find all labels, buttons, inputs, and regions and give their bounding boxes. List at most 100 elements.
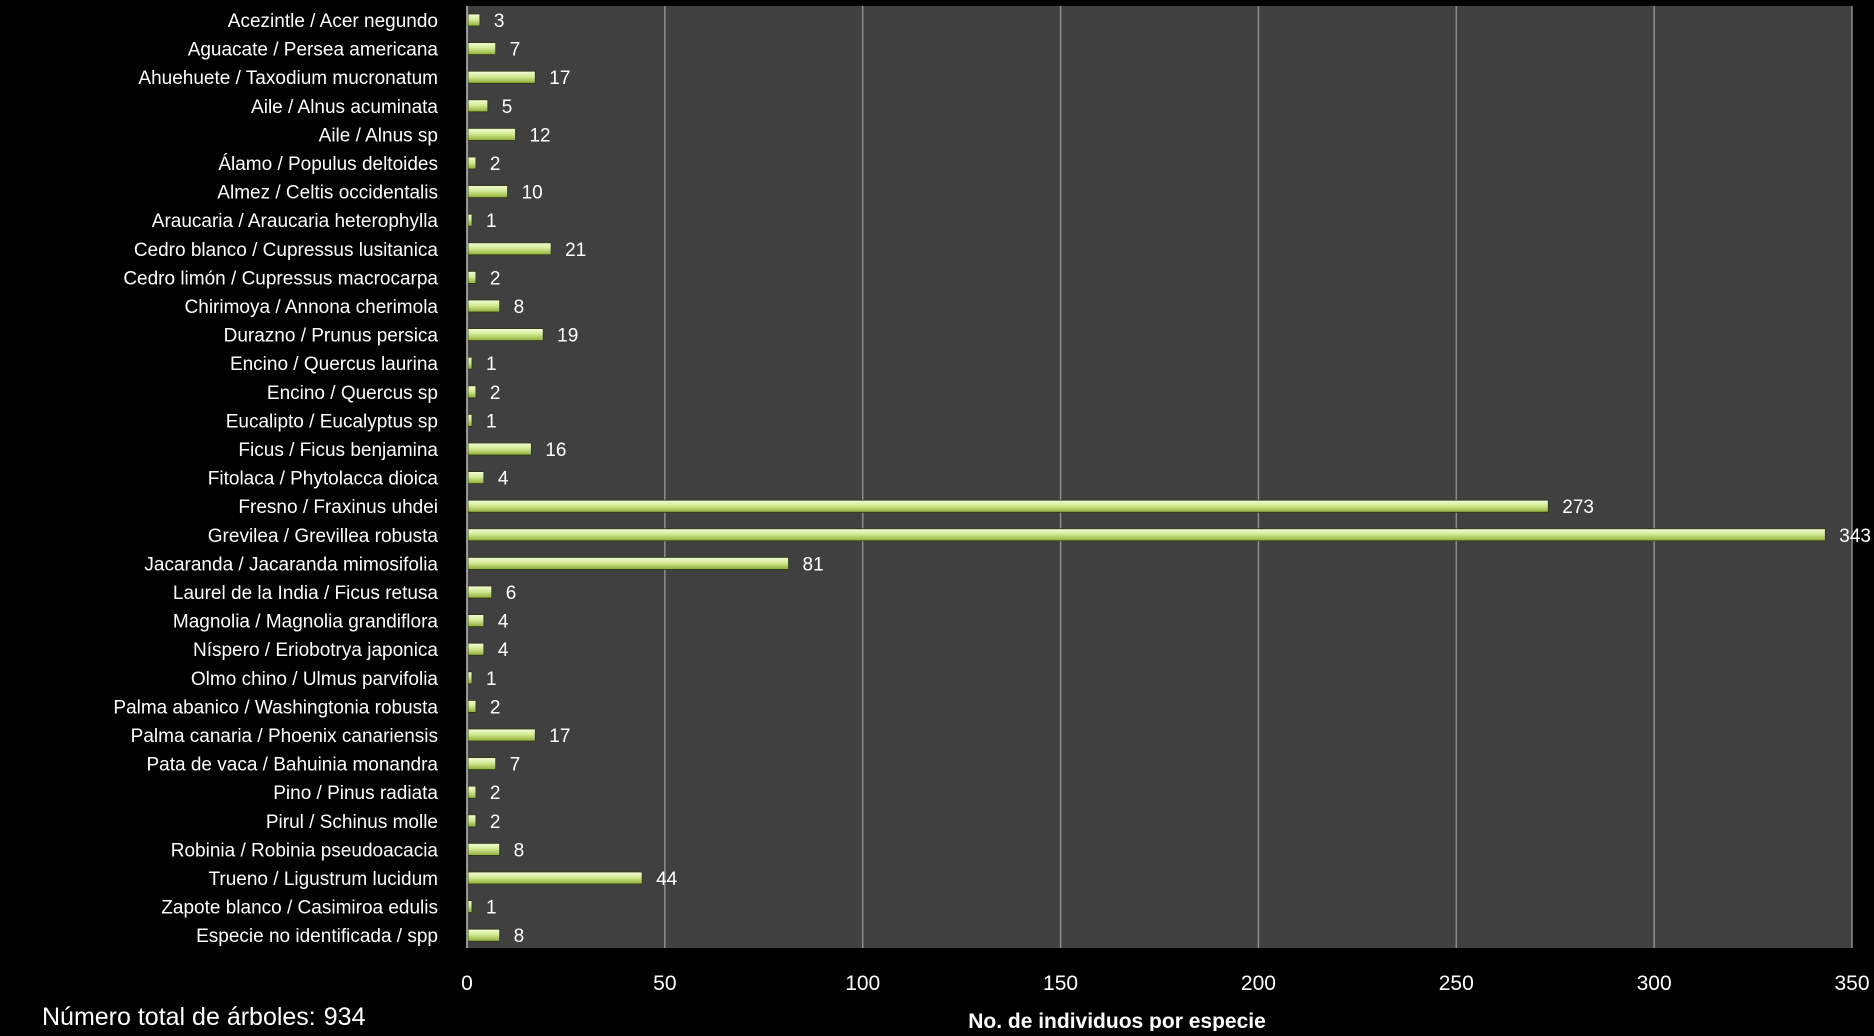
bar — [467, 528, 1826, 542]
data-label: 4 — [498, 640, 509, 661]
x-axis-title: No. de individuos por especie — [968, 1010, 1266, 1031]
bar — [467, 99, 489, 113]
category-label: Araucaria / Araucaria heterophylla — [152, 211, 439, 232]
total-trees-summary: Número total de árboles: 934 — [42, 1003, 365, 1032]
x-tick-label: 150 — [1043, 972, 1078, 995]
category-label: Encino / Quercus laurina — [230, 354, 438, 375]
category-label: Cedro blanco / Cupressus lusitanica — [134, 240, 439, 261]
bar — [467, 70, 536, 84]
category-label: Ficus / Ficus benjamina — [238, 440, 438, 461]
category-label: Magnolia / Magnolia grandiflora — [173, 612, 439, 633]
data-label: 1 — [486, 354, 497, 375]
bar — [467, 843, 501, 856]
bar — [467, 413, 473, 427]
category-label: Durazno / Prunus persica — [224, 326, 439, 347]
category-label: Fitolaca / Phytolacca dioica — [208, 469, 439, 490]
data-label: 2 — [490, 783, 501, 804]
data-labels: 3717512210121281912116427334381644121772… — [486, 11, 1871, 947]
data-label: 2 — [490, 812, 501, 833]
data-label: 2 — [490, 697, 501, 718]
category-label: Eucalipto / Eucalyptus sp — [226, 411, 438, 432]
category-label: Cedro limón / Cupressus macrocarpa — [123, 268, 438, 289]
category-label: Almez / Celtis occidentalis — [217, 183, 438, 204]
bar — [467, 328, 544, 342]
category-label: Zapote blanco / Casimiroa edulis — [161, 898, 438, 919]
x-tick-label: 250 — [1439, 972, 1474, 995]
category-label: Trueno / Ligustrum lucidum — [208, 869, 438, 890]
data-label: 17 — [549, 68, 570, 89]
bar — [467, 757, 497, 770]
data-label: 2 — [490, 383, 501, 404]
bar — [467, 785, 477, 799]
category-label: Pino / Pinus radiata — [273, 783, 438, 804]
category-label: Acezintle / Acer negundo — [228, 11, 438, 32]
category-label: Pirul / Schinus molle — [266, 812, 438, 833]
bar — [467, 442, 532, 456]
data-label: 10 — [522, 183, 543, 204]
bar — [467, 299, 501, 313]
category-label: Olmo chino / Ulmus parvifolia — [191, 669, 439, 690]
data-label: 12 — [529, 125, 550, 146]
data-label: 81 — [803, 554, 824, 575]
data-label: 1 — [486, 211, 497, 232]
category-label: Chirimoya / Annona cherimola — [185, 297, 439, 318]
bar — [467, 385, 477, 399]
category-label: Aguacate / Persea americana — [188, 40, 439, 61]
bar — [467, 871, 643, 885]
bar — [467, 185, 508, 199]
x-tick-label: 200 — [1241, 972, 1276, 995]
data-label: 2 — [490, 154, 501, 175]
category-label: Jacaranda / Jacaranda mimosifolia — [144, 554, 438, 575]
category-label: Laurel de la India / Ficus retusa — [173, 583, 439, 604]
category-label: Especie no identificada / spp — [196, 926, 438, 947]
data-label: 273 — [1562, 497, 1594, 518]
x-tick-label: 50 — [653, 972, 676, 995]
bar — [467, 127, 516, 141]
data-label: 7 — [510, 755, 521, 776]
category-label: Palma abanico / Washingtonia robusta — [113, 697, 438, 718]
bar — [467, 728, 536, 742]
category-label: Robinia / Robinia pseudoacacia — [171, 840, 439, 861]
total-trees-label: Número total de árboles: — [42, 1003, 316, 1031]
bar — [467, 814, 477, 828]
bar — [467, 642, 485, 656]
bar — [467, 42, 497, 55]
category-label: Ahuehuete / Taxodium mucronatum — [138, 68, 438, 89]
bar — [467, 585, 493, 599]
bar — [467, 213, 473, 227]
bar — [467, 499, 1549, 513]
bar — [467, 156, 477, 170]
gridlines — [664, 6, 1853, 948]
category-label: Encino / Quercus sp — [267, 383, 438, 404]
data-label: 343 — [1839, 526, 1871, 547]
data-label: 44 — [656, 869, 678, 890]
x-tick-label: 350 — [1834, 972, 1869, 995]
bar — [467, 356, 473, 370]
bar — [467, 270, 477, 284]
data-label: 8 — [514, 926, 525, 947]
data-label: 1 — [486, 411, 497, 432]
data-label: 17 — [549, 726, 570, 747]
bar — [467, 671, 473, 685]
data-label: 5 — [502, 97, 513, 118]
x-tick-label: 100 — [845, 972, 880, 995]
data-label: 4 — [498, 612, 509, 633]
data-label: 3 — [494, 11, 505, 32]
data-label: 8 — [514, 297, 525, 318]
category-label: Aile / Alnus sp — [319, 125, 438, 146]
data-label: 2 — [490, 268, 501, 289]
bar — [467, 700, 477, 713]
category-label: Palma canaria / Phoenix canariensis — [131, 726, 438, 747]
data-label: 8 — [514, 840, 525, 861]
plot-area — [467, 6, 1852, 948]
category-label: Níspero / Eriobotrya japonica — [193, 640, 438, 661]
bar — [467, 614, 485, 627]
bar — [467, 471, 485, 485]
bars — [467, 13, 1826, 942]
x-axis-tick-labels: 0 50 100 150 200 250 300 350 — [461, 972, 1869, 995]
total-trees-value: 934 — [323, 1003, 366, 1031]
bar — [467, 928, 501, 942]
category-label: Pata de vaca / Bahuinia monandra — [146, 755, 438, 776]
